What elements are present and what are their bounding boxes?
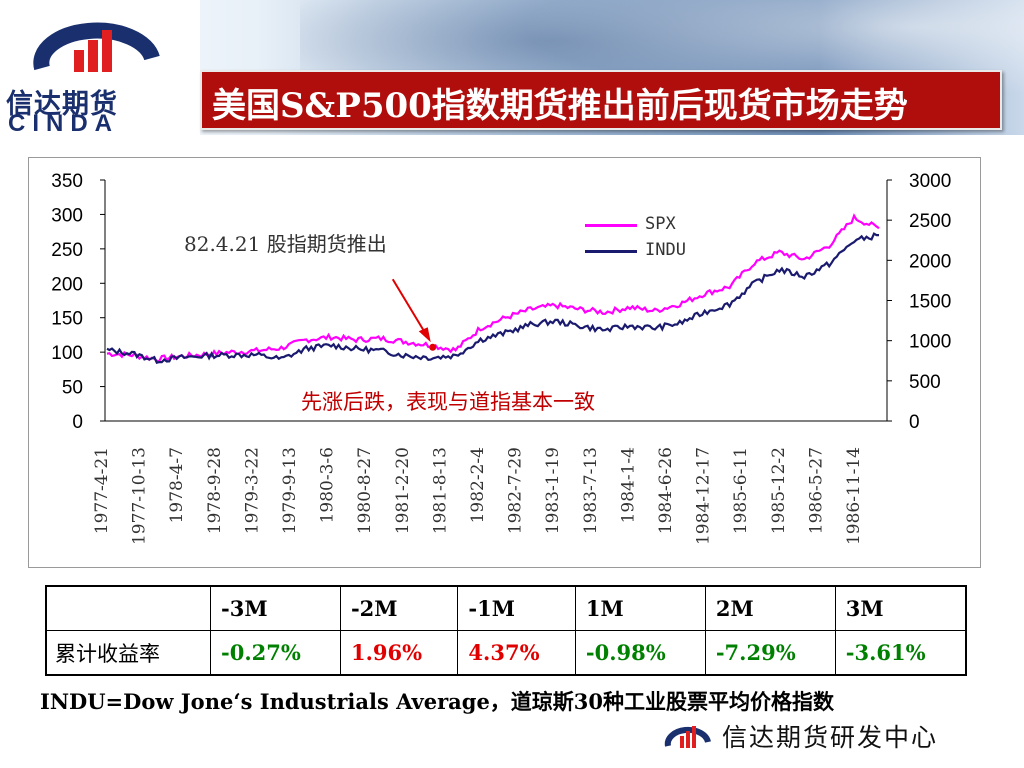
- right-tick-label: 3000: [909, 171, 951, 192]
- x-tick-label: 1983-1-19: [543, 447, 563, 534]
- table-header-row: -3M -2M -1M 1M 2M 3M: [45, 585, 967, 631]
- series-line-indu: [106, 232, 879, 364]
- row-label-cumulative-return: 累计收益率: [45, 630, 211, 676]
- legend-label-spx: SPX: [645, 214, 676, 234]
- footer-brand: 信达期货研发中心: [662, 716, 936, 758]
- right-tick-label: 2000: [909, 251, 951, 272]
- right-tick-label: 1500: [909, 292, 951, 313]
- right-tick-label: 500: [909, 372, 941, 393]
- logo-chinese-text: 信达期货: [6, 89, 118, 120]
- returns-table: -3M -2M -1M 1M 2M 3M 累计收益率 -0.27% 1.96% …: [45, 585, 967, 676]
- legend-label-indu: INDU: [645, 240, 686, 260]
- title-bar: 美国S&P500指数期货推出前后现货市场走势: [200, 70, 1002, 130]
- annotation-date: 82.4.21 股指期货推出: [184, 232, 387, 256]
- page-title: 美国S&P500指数期货推出前后现货市场走势: [212, 86, 908, 126]
- x-tick-label: 1979-3-22: [242, 447, 262, 534]
- event-arrow-line: [391, 278, 429, 338]
- right-tick-label: 0: [909, 412, 920, 433]
- x-tick-label: 1982-7-29: [506, 447, 526, 534]
- footer-brand-text: 信达期货研发中心: [722, 723, 939, 752]
- table-header-cell: 2M: [704, 585, 836, 631]
- event-arrow-head: [418, 327, 431, 343]
- x-tick-label: 1986-11-14: [844, 447, 864, 545]
- table-header-cell: -1M: [457, 585, 576, 631]
- table-value-cell: -7.29%: [704, 630, 836, 676]
- left-tick-label: 250: [51, 240, 83, 261]
- logo-english-text: CINDA: [8, 110, 119, 137]
- x-tick-label: 1984-1-4: [618, 447, 638, 523]
- x-tick-label: 1982-2-4: [468, 447, 488, 523]
- table-value-cell: -0.98%: [574, 630, 706, 676]
- footnote: INDU=Dow Jone‘s Industrials Average，道琼斯3…: [40, 689, 835, 714]
- line-chart: 3503002502001501005003000250020001500100…: [51, 171, 951, 545]
- legend-swatch-indu: [585, 250, 637, 253]
- x-tick-label: 1980-3-6: [318, 447, 338, 523]
- left-tick-label: 0: [72, 412, 83, 433]
- annotation-note: 先涨后跌，表现与道指基本一致: [301, 390, 595, 414]
- x-tick-label: 1977-4-21: [92, 447, 112, 534]
- table-header-cell: -2M: [339, 585, 459, 631]
- x-tick-label: 1978-4-7: [167, 447, 187, 523]
- table-value-cell: 1.96%: [339, 630, 459, 676]
- x-tick-label: 1985-12-2: [769, 447, 789, 534]
- cinda-logo-icon: [33, 22, 160, 72]
- x-tick-label: 1980-8-27: [355, 447, 375, 534]
- x-tick-label: 1978-9-28: [205, 447, 225, 534]
- table-value-cell: -3.61%: [834, 630, 967, 676]
- table-header-cell: [45, 585, 211, 631]
- x-tick-label: 1985-6-11: [731, 447, 751, 534]
- table-value-cell: 4.37%: [457, 630, 576, 676]
- left-tick-label: 350: [51, 171, 83, 192]
- event-marker-dot: [429, 343, 437, 351]
- table-row: 累计收益率 -0.27% 1.96% 4.37% -0.98% -7.29% -…: [45, 630, 967, 676]
- x-tick-label: 1979-9-13: [280, 447, 300, 534]
- right-tick-label: 1000: [909, 332, 951, 353]
- left-tick-label: 300: [51, 205, 83, 226]
- x-tick-label: 1984-12-17: [694, 447, 714, 545]
- x-tick-label: 1981-8-13: [430, 447, 450, 534]
- logo: 信达期货 CINDA: [0, 0, 200, 137]
- left-tick-label: 50: [62, 378, 83, 399]
- right-tick-label: 2500: [909, 211, 951, 232]
- table-header-cell: 3M: [834, 585, 967, 631]
- table-header-cell: -3M: [210, 585, 341, 631]
- x-tick-label: 1983-7-13: [581, 447, 601, 534]
- x-tick-label: 1977-10-13: [130, 447, 150, 545]
- chart-frame: 350 300 250 200 150 100 50 0 3000 2500 2000 1500 100…: [28, 157, 981, 568]
- table-header-cell: 1M: [574, 585, 706, 631]
- left-tick-label: 100: [51, 343, 83, 364]
- left-tick-label: 150: [51, 309, 83, 330]
- x-tick-label: 1981-2-20: [393, 447, 413, 534]
- table-value-cell: -0.27%: [210, 630, 341, 676]
- left-tick-label: 200: [51, 274, 83, 295]
- cinda-small-logo-icon: [664, 726, 711, 748]
- legend-swatch-spx: [585, 224, 637, 227]
- x-tick-label: 1986-5-27: [806, 447, 826, 534]
- x-tick-label: 1984-6-26: [656, 447, 676, 534]
